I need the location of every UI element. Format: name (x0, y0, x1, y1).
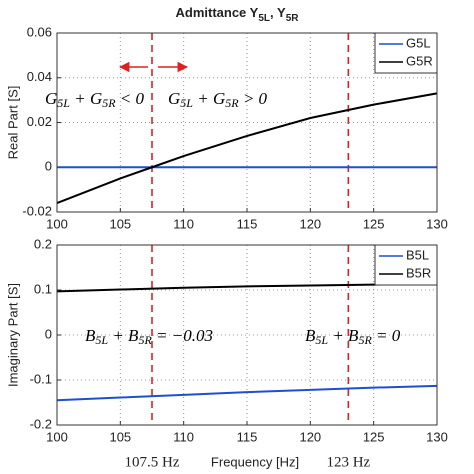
text-part: , Y (270, 5, 286, 20)
text-part: + B (108, 326, 139, 345)
rich-text: B5L + B5R = 0 (305, 326, 401, 347)
subscript: 5L (57, 96, 70, 110)
y-tick-label: 0.2 (34, 236, 52, 251)
series-line (56, 92, 438, 204)
x-tick-label: 130 (426, 216, 448, 231)
text-part: B (305, 326, 316, 345)
subscript: 5R (225, 96, 239, 110)
x-tick-label: 100 (46, 429, 68, 444)
x-axis-label: Frequency [Hz] (211, 454, 299, 469)
y-tick-label: 0 (45, 159, 52, 174)
text-part: B (85, 326, 96, 345)
x-tick-label: 105 (109, 429, 131, 444)
text-part: = −0.03 (152, 326, 213, 345)
legend-label: G5R (406, 53, 433, 68)
x-tick-label: 125 (363, 429, 385, 444)
y-tick-label: 0 (45, 326, 52, 341)
x-tick-label: 110 (173, 216, 194, 231)
text-part: = 0 (372, 326, 401, 345)
x-tick-label: 125 (363, 216, 385, 231)
subscript: 5L (258, 13, 270, 24)
y-tick-label: -0.1 (30, 371, 52, 386)
reference-label: 123 Hz (326, 454, 370, 470)
y-axis-label: Imaginary Part [S] (5, 283, 20, 387)
text-part: > 0 (239, 89, 268, 108)
rich-text: G5L + G5R > 0 (168, 89, 268, 110)
text-part: + G (70, 89, 102, 108)
subscript: 5R (286, 13, 300, 24)
y-axis-label: Real Part [S] (5, 86, 20, 160)
series-line (56, 384, 438, 402)
x-tick-label: 100 (46, 216, 68, 231)
subscript: 5L (180, 96, 193, 110)
rich-text: Admittance Y5L, Y5R (176, 5, 300, 23)
y-tick-label: 0.1 (34, 281, 52, 296)
legend-label: B5L (406, 247, 429, 262)
subscript: 5R (102, 96, 116, 110)
subscript: 5L (315, 333, 328, 347)
text-part: + G (193, 89, 225, 108)
axes-frame (56, 32, 438, 213)
text-part: G (168, 89, 180, 108)
y-tick-label: 0.02 (27, 114, 52, 129)
text-part: Admittance Y (176, 5, 259, 20)
legend-label: B5R (406, 265, 431, 280)
subscript: 5R (358, 333, 372, 347)
y-tick-label: -0.02 (22, 203, 52, 218)
x-tick-label: 120 (299, 429, 321, 444)
text-part: < 0 (116, 89, 145, 108)
legend-box (374, 32, 438, 74)
reference-label: 107.5 Hz (125, 454, 180, 470)
subscript: 5R (138, 333, 152, 347)
y-tick-label: 0.04 (27, 69, 52, 84)
y-tick-label: 0.06 (27, 24, 52, 39)
series-line (56, 283, 438, 293)
text-part: + B (328, 326, 359, 345)
axes-frame (56, 244, 438, 426)
x-tick-label: 120 (299, 216, 321, 231)
subscript: 5L (95, 333, 108, 347)
x-tick-label: 115 (237, 216, 258, 231)
legend-box (374, 244, 438, 286)
rich-text: G5L + G5R < 0 (45, 89, 145, 110)
x-tick-label: 105 (109, 216, 131, 231)
x-tick-label: 130 (426, 429, 448, 444)
text-part: G (45, 89, 57, 108)
legend-label: G5L (406, 35, 431, 50)
y-tick-label: -0.2 (30, 416, 52, 431)
rich-text: B5L + B5R = −0.03 (85, 326, 213, 347)
x-tick-label: 110 (173, 429, 194, 444)
x-tick-label: 115 (237, 429, 258, 444)
